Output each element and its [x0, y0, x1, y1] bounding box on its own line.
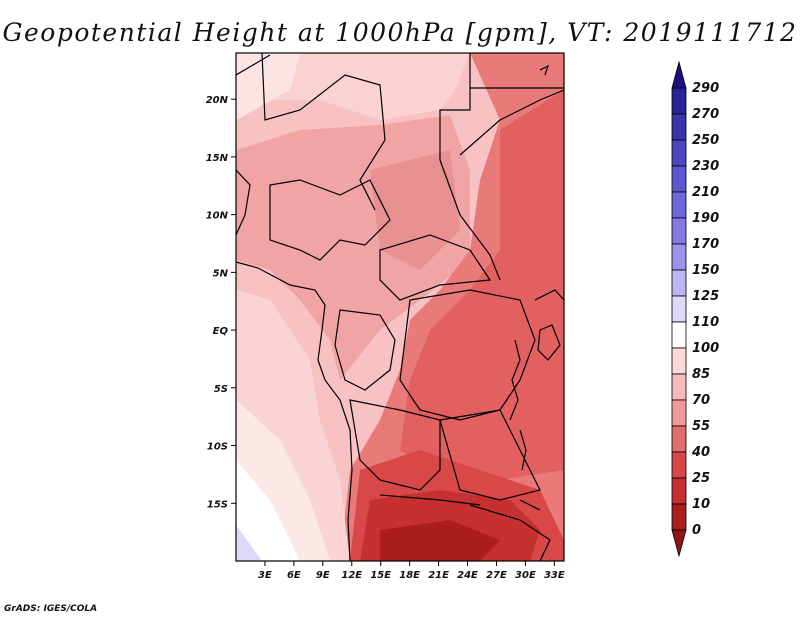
field-atlantic-white	[236, 460, 300, 561]
colorbar-segment	[671, 373, 687, 401]
colorbar-label: 125	[692, 289, 719, 304]
colorbar-top-triangle	[671, 60, 687, 89]
x-tick-label: 21E	[428, 570, 449, 581]
colorbar-segment	[671, 477, 687, 505]
colorbar-label: 10	[692, 497, 710, 512]
colorbar-segment	[671, 113, 687, 141]
field-atlantic-blue	[236, 525, 262, 561]
colorbar-label: 100	[692, 341, 719, 356]
height-field	[236, 53, 564, 561]
field-northwest-pale	[236, 53, 300, 120]
x-axis-ticks: 3E 6E 9E 12E 15E 18E 21E 24E 27E 30E 33E	[258, 561, 565, 581]
y-tick-label: 15N	[206, 153, 229, 164]
colorbar-segment	[671, 321, 687, 349]
colorbar-label: 170	[692, 237, 719, 252]
colorbar-bottom-triangle	[671, 529, 687, 558]
x-tick-label: 12E	[341, 570, 362, 581]
colorbar-label: 210	[692, 185, 719, 200]
colorbar-label: 290	[692, 81, 719, 96]
colorbar-segment	[671, 191, 687, 219]
y-tick-label: 10S	[207, 442, 228, 453]
colorbar-segment	[671, 87, 687, 115]
x-tick-label: 9E	[316, 570, 330, 581]
colorbar-segment	[671, 269, 687, 297]
y-axis-ticks: 20N 15N 10N 5N EQ 5S 10S 15S	[206, 95, 236, 510]
y-tick-label: 5N	[213, 268, 229, 279]
colorbar-segment	[671, 347, 687, 375]
y-tick-label: 20N	[206, 95, 229, 106]
colorbar-label: 250	[692, 133, 719, 148]
colorbar-label: 230	[692, 159, 719, 174]
x-tick-label: 3E	[258, 570, 272, 581]
colorbar-segment	[671, 139, 687, 167]
y-tick-label: 15S	[207, 499, 228, 510]
colorbar-label: 25	[692, 471, 710, 486]
colorbar-label: 150	[692, 263, 719, 278]
colorbar-label: 190	[692, 211, 719, 226]
y-tick-label: 10N	[206, 211, 229, 222]
y-tick-label: 5S	[214, 384, 228, 395]
y-tick-label: EQ	[213, 326, 229, 337]
colorbar-label: 0	[692, 523, 701, 538]
colorbar-segment	[671, 425, 687, 453]
colorbar-segment	[671, 217, 687, 245]
colorbar-segment	[671, 295, 687, 323]
colorbar-segment	[671, 399, 687, 427]
field-east-core	[400, 90, 564, 480]
x-tick-label: 15E	[370, 570, 391, 581]
colorbar-label: 85	[692, 367, 710, 382]
x-tick-label: 18E	[399, 570, 420, 581]
coastlines-borders	[236, 53, 564, 561]
x-tick-label: 33E	[544, 570, 565, 581]
colorbar-segment	[671, 451, 687, 479]
map-frame	[235, 52, 565, 562]
x-tick-label: 24E	[457, 570, 478, 581]
x-tick-label: 27E	[486, 570, 507, 581]
colorbar-label: 270	[692, 107, 719, 122]
colorbar-segment	[671, 243, 687, 271]
colorbar-segment	[671, 503, 687, 531]
field-south-darkest	[380, 520, 500, 561]
colorbar-label: 55	[692, 419, 710, 434]
colorbar: 2902702502302101901701501251101008570554…	[671, 60, 719, 558]
x-tick-label: 30E	[515, 570, 536, 581]
chart-title: Geopotential Height at 1000hPa [gpm], VT…	[2, 18, 798, 47]
colorbar-label: 110	[692, 315, 719, 330]
field-sahel-core	[370, 150, 460, 270]
software-credit: GrADS: IGES/COLA	[4, 604, 98, 614]
colorbar-segment	[671, 165, 687, 193]
x-tick-label: 6E	[287, 570, 301, 581]
colorbar-label: 40	[691, 445, 710, 460]
colorbar-label: 70	[692, 393, 710, 408]
